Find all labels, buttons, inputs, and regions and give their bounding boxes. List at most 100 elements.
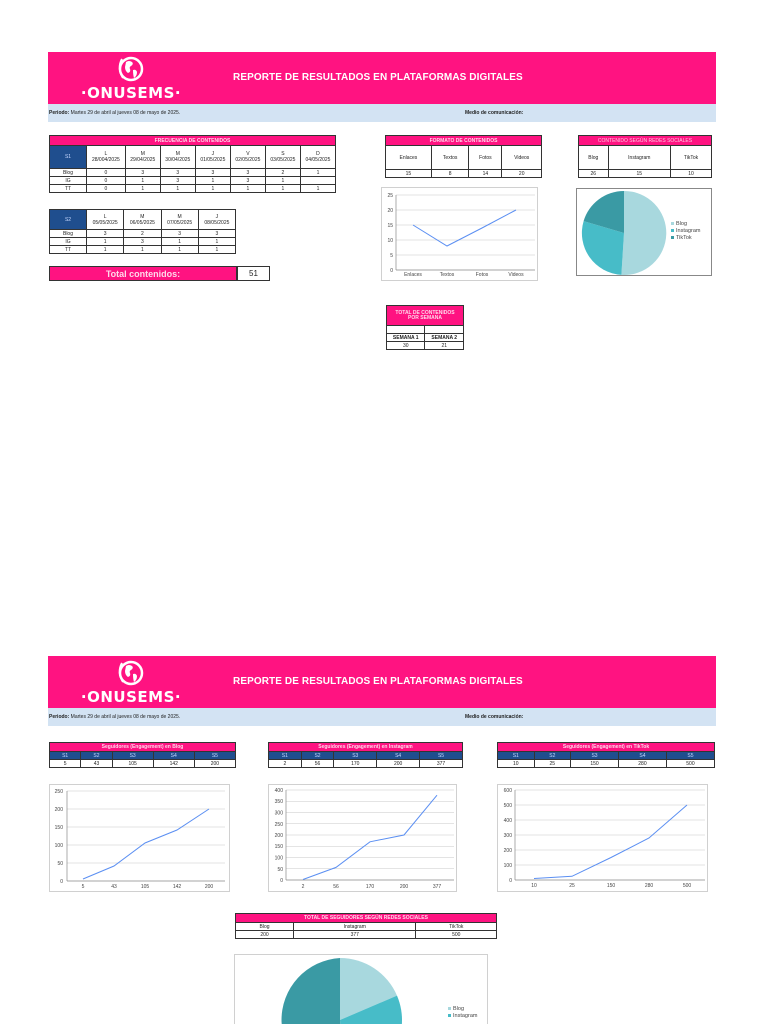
semana-table: TOTAL DE CONTENIDOS POR SEMANA SEMANA 1 S… bbox=[385, 305, 464, 350]
table-row: 26 15 10 bbox=[578, 169, 713, 178]
legend-instagram: Instagram bbox=[453, 1013, 478, 1019]
day-header: M 07/05/2025 bbox=[160, 209, 199, 230]
svg-text:2: 2 bbox=[302, 884, 305, 890]
svg-text:200: 200 bbox=[55, 807, 64, 813]
column-header: SEMANA 2 bbox=[424, 333, 464, 342]
column-header: TikTok bbox=[669, 145, 713, 170]
svg-text:400: 400 bbox=[275, 788, 284, 794]
column-header: Fotos bbox=[468, 145, 503, 170]
frecuencia-s1-table: FRECUENCIA DE CONTENIDOS S1 L 28/004/2025… bbox=[49, 135, 337, 193]
report-page-2: ·ONUSEMS· REPORTE DE RESULTADOS EN PLATA… bbox=[48, 656, 716, 1024]
report-title: REPORTE DE RESULTADOS EN PLATAFORMAS DIG… bbox=[233, 72, 523, 83]
svg-text:150: 150 bbox=[275, 844, 284, 850]
frecuencia-s2-table: S2 L 05/05/2025 M 06/05/2025 M 07/05/2025 J… bbox=[49, 209, 237, 254]
table-row: 15 8 14 20 bbox=[385, 169, 542, 178]
table-row: TT 0 1 1 1 1 1 1 bbox=[49, 184, 337, 193]
total-contenidos: Total contenidos: 51 bbox=[49, 266, 270, 281]
column-header: Instagram bbox=[293, 922, 417, 931]
svg-text:50: 50 bbox=[57, 861, 63, 867]
table-row: 2 56 170 200 377 bbox=[268, 759, 463, 768]
svg-text:142: 142 bbox=[173, 884, 182, 890]
table-row: TT 1 1 1 1 bbox=[49, 245, 237, 254]
column-header: Blog bbox=[234, 922, 295, 931]
legend-instagram: Instagram bbox=[676, 228, 701, 234]
report-page-1: ·ONUSEMS· REPORTE DE RESULTADOS EN PLATA… bbox=[48, 52, 716, 350]
seguidores-blog-title: Seguidores (Engagement) en Blog bbox=[49, 742, 236, 752]
svg-text:600: 600 bbox=[504, 788, 513, 794]
seguidores-tiktok-title: Seguidores (Engagement) en TikTok bbox=[497, 742, 715, 752]
svg-text:Videos: Videos bbox=[508, 272, 524, 278]
seguidores-blog-table: Seguidores (Engagement) en Blog S1 S2 S3 S4… bbox=[48, 742, 237, 768]
svg-text:15: 15 bbox=[387, 223, 393, 229]
day-header: L 28/004/2025 bbox=[86, 145, 126, 169]
svg-text:280: 280 bbox=[645, 883, 654, 889]
svg-text:25: 25 bbox=[387, 193, 393, 199]
period-value: Martes 29 de abril al jueves 08 de mayo … bbox=[69, 714, 181, 720]
onusems-logo: ·ONUSEMS· bbox=[76, 54, 186, 102]
day-header: J 01/05/2025 bbox=[194, 145, 231, 169]
svg-text:170: 170 bbox=[366, 884, 375, 890]
svg-text:43: 43 bbox=[111, 884, 117, 890]
seguidores-tiktok-table: Seguidores (Engagement) en TikTok S1 S2 S3… bbox=[497, 742, 716, 768]
svg-text:105: 105 bbox=[141, 884, 150, 890]
logo-text: ·ONUSEMS· bbox=[80, 84, 182, 102]
report-title: REPORTE DE RESULTADOS EN PLATAFORMAS DIG… bbox=[233, 676, 523, 687]
seguidores-instagram-chart: 400 350 300 250 200 150 100 50 0 2 56 170 200 377 bbox=[268, 784, 457, 892]
table-row: 10 25 150 280 500 bbox=[497, 759, 716, 768]
svg-text:500: 500 bbox=[683, 883, 692, 889]
column-header: SEMANA 1 bbox=[385, 333, 426, 342]
svg-text:200: 200 bbox=[504, 848, 513, 854]
s2-label: S2 bbox=[49, 209, 87, 230]
svg-text:300: 300 bbox=[504, 833, 513, 839]
column-header: Videos bbox=[501, 145, 542, 170]
period-bar: Periodo: Martes 29 de abril al jueves 08… bbox=[48, 708, 716, 726]
period-label: Periodo: bbox=[49, 714, 70, 720]
svg-text:0: 0 bbox=[280, 878, 283, 884]
table-row: Blog 0 3 3 3 3 2 1 bbox=[49, 168, 337, 177]
total-contenidos-value: 51 bbox=[237, 266, 270, 281]
report-banner: ·ONUSEMS· REPORTE DE RESULTADOS EN PLATA… bbox=[48, 52, 716, 104]
day-header: J 08/05/2025 bbox=[197, 209, 237, 230]
day-header: D 04/05/2025 bbox=[299, 145, 337, 169]
svg-text:0: 0 bbox=[509, 878, 512, 884]
svg-text:Fotos: Fotos bbox=[476, 272, 489, 278]
svg-text:100: 100 bbox=[504, 863, 513, 869]
svg-text:0: 0 bbox=[390, 268, 393, 274]
svg-text:150: 150 bbox=[607, 883, 616, 889]
semana-title: TOTAL DE CONTENIDOS POR SEMANA bbox=[386, 305, 464, 326]
svg-text:10: 10 bbox=[387, 238, 393, 244]
svg-text:150: 150 bbox=[55, 825, 64, 831]
day-header: L 05/05/2025 bbox=[85, 209, 125, 230]
table-row: 5 43 105 142 200 bbox=[48, 759, 237, 768]
seguidores-blog-chart: 250 200 150 100 50 0 5 43 105 142 200 bbox=[49, 784, 230, 892]
svg-text:20: 20 bbox=[387, 208, 393, 214]
medio-label: Medio de comunicación: bbox=[465, 714, 524, 720]
total-seguidores-pie-chart: Blog Instagram bbox=[234, 954, 488, 1024]
total-contenidos-label: Total contenidos: bbox=[49, 266, 237, 281]
svg-text:100: 100 bbox=[275, 856, 284, 862]
svg-text:Enlaces: Enlaces bbox=[404, 272, 422, 278]
svg-text:25: 25 bbox=[569, 883, 575, 889]
medio-label: Medio de comunicación: bbox=[465, 110, 524, 116]
svg-text:200: 200 bbox=[205, 884, 214, 890]
table-row: 30 21 bbox=[385, 341, 464, 350]
svg-text:0: 0 bbox=[60, 879, 63, 885]
svg-text:400: 400 bbox=[504, 818, 513, 824]
svg-text:250: 250 bbox=[55, 789, 64, 795]
day-header: M 30/04/2025 bbox=[159, 145, 196, 169]
column-header: Blog bbox=[578, 145, 609, 170]
s1-label: S1 bbox=[49, 145, 87, 169]
day-header: M 29/04/2025 bbox=[124, 145, 161, 169]
svg-text:250: 250 bbox=[275, 822, 284, 828]
column-header: TikTok bbox=[415, 922, 497, 931]
total-seguidores-table: TOTAL DE SEGUIDORES SEGÚN REDES SOCIALES… bbox=[234, 913, 497, 939]
redes-title: CONTENIDO SEGÚN REDES SOCIALES bbox=[578, 135, 712, 146]
svg-text:50: 50 bbox=[277, 867, 283, 873]
period-value: Martes 29 de abril al jueves 08 de mayo … bbox=[69, 110, 181, 116]
table-row: Blog 3 2 3 3 bbox=[49, 229, 237, 238]
svg-text:Textos: Textos bbox=[440, 272, 455, 278]
column-header: Instagram bbox=[607, 145, 671, 170]
redes-pie-chart: Blog Instagram TikTok bbox=[576, 188, 712, 276]
table-row: IG 1 3 1 1 bbox=[49, 237, 237, 246]
seguidores-instagram-title: Seguidores (Engagement) en Instagram bbox=[268, 742, 463, 752]
